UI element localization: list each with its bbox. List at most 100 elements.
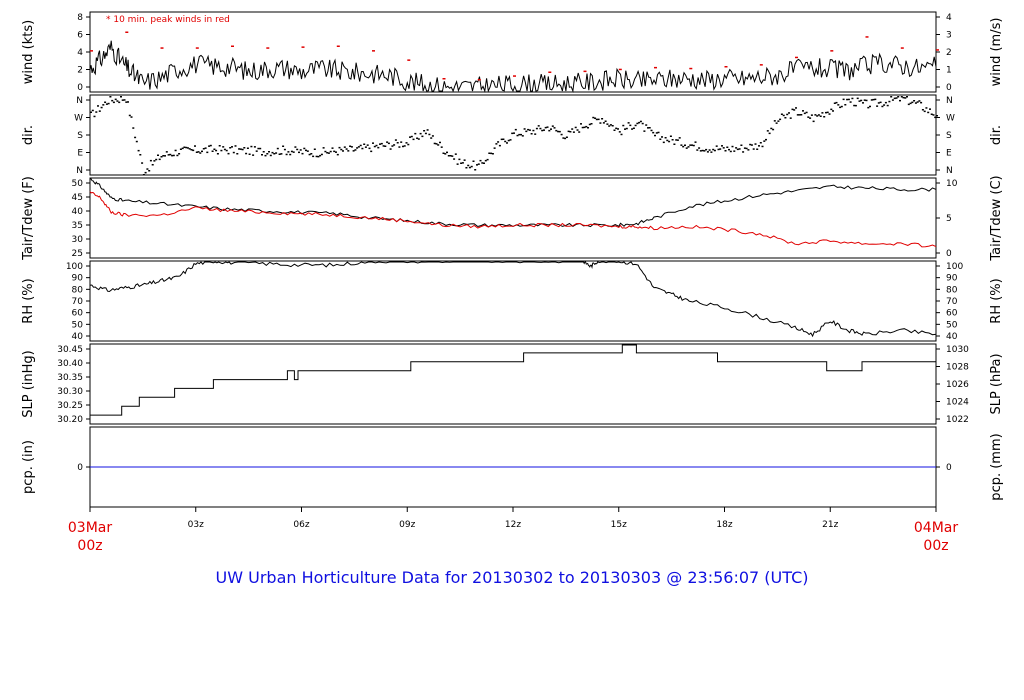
direction-point	[675, 139, 678, 141]
direction-point	[858, 100, 861, 102]
peak-wind-point	[618, 68, 622, 71]
direction-point	[907, 103, 910, 106]
left-tick-label: 100	[66, 262, 83, 272]
direction-point	[634, 124, 637, 127]
direction-point	[528, 129, 531, 131]
direction-point	[301, 152, 304, 155]
direction-point	[435, 143, 438, 145]
direction-point	[817, 114, 820, 116]
direction-point	[514, 128, 517, 131]
time-axis: 03z 06z 09z 12z 15z 18z 21z 03Mar 00z 04Mar 00z	[68, 507, 958, 554]
peak-wind-point	[900, 47, 904, 49]
direction-point	[884, 101, 887, 104]
time-tick-label: 09z	[399, 520, 415, 530]
direction-point	[252, 154, 255, 156]
direction-point	[216, 153, 219, 155]
direction-point	[518, 133, 521, 136]
direction-point	[606, 123, 609, 125]
direction-point	[780, 113, 783, 115]
direction-point	[779, 118, 782, 121]
direction-point	[90, 111, 92, 113]
peak-wind-point	[548, 71, 552, 73]
direction-point	[246, 147, 249, 149]
direction-point	[713, 149, 716, 152]
left-tick-label: 30	[72, 235, 84, 245]
direction-point	[664, 137, 667, 139]
direction-point	[174, 149, 177, 152]
right-tick-label: 1026	[946, 380, 969, 390]
direction-point	[731, 145, 734, 148]
direction-point	[611, 125, 614, 127]
direction-point	[465, 167, 468, 169]
direction-point	[844, 104, 847, 106]
wind-series-line	[89, 40, 937, 93]
direction-point	[929, 108, 931, 110]
direction-point	[255, 150, 258, 152]
direction-point	[370, 150, 373, 153]
direction-point	[652, 131, 655, 134]
direction-point	[687, 146, 690, 148]
peak-wind-point	[795, 56, 798, 59]
direction-point	[854, 104, 857, 107]
direction-point	[474, 169, 477, 171]
direction-point	[810, 114, 813, 116]
direction-point	[245, 152, 248, 155]
direction-point	[934, 116, 937, 119]
direction-point	[282, 145, 285, 147]
direction-point	[661, 136, 663, 138]
direction-point	[195, 151, 198, 153]
direction-point	[271, 151, 274, 154]
direction-point	[819, 115, 822, 117]
direction-point	[294, 146, 297, 148]
direction-point	[583, 126, 586, 129]
direction-point	[671, 139, 674, 141]
direction-point	[830, 108, 833, 111]
direction-point	[424, 132, 427, 135]
direction-point	[867, 106, 870, 109]
direction-point	[643, 130, 646, 132]
left-axis-label: RH (%)	[21, 278, 36, 323]
right-tick-label: E	[946, 149, 952, 159]
direction-point	[569, 131, 572, 133]
left-tick-label: N	[76, 166, 83, 176]
direction-point	[543, 129, 545, 131]
direction-point	[897, 96, 900, 98]
rh-series-line	[89, 261, 937, 338]
left-tick-label: 30.25	[57, 401, 83, 411]
direction-point	[342, 150, 344, 152]
direction-point	[208, 145, 211, 147]
right-tick-label: 0	[946, 83, 952, 93]
direction-point	[296, 148, 299, 151]
direction-point	[379, 143, 381, 145]
direction-point	[359, 144, 362, 147]
direction-point	[682, 145, 685, 148]
direction-point	[863, 99, 866, 101]
direction-point	[721, 145, 723, 147]
slp-series-line	[90, 344, 936, 416]
direction-point	[752, 148, 755, 150]
direction-point	[387, 142, 390, 145]
direction-point	[678, 137, 681, 139]
chart-footer-title: UW Urban Horticulture Data for 20130302 …	[216, 568, 809, 587]
direction-point	[708, 149, 711, 151]
direction-point	[238, 148, 241, 150]
direction-point	[285, 153, 288, 156]
direction-point	[461, 162, 464, 164]
direction-point	[807, 116, 810, 118]
direction-point	[470, 165, 473, 168]
direction-point	[179, 148, 182, 150]
direction-point	[454, 153, 457, 155]
direction-point	[160, 156, 163, 158]
direction-point	[343, 146, 346, 148]
direction-point	[722, 147, 725, 149]
direction-point	[932, 114, 935, 116]
direction-point	[758, 145, 760, 147]
right-axis-label: SLP (hPa)	[989, 353, 1004, 414]
left-axis-label: SLP (inHg)	[21, 350, 36, 418]
direction-point	[327, 152, 330, 154]
peak-wind-point	[759, 64, 763, 66]
direction-point	[486, 158, 489, 161]
direction-point	[137, 149, 140, 152]
direction-point	[312, 155, 315, 158]
